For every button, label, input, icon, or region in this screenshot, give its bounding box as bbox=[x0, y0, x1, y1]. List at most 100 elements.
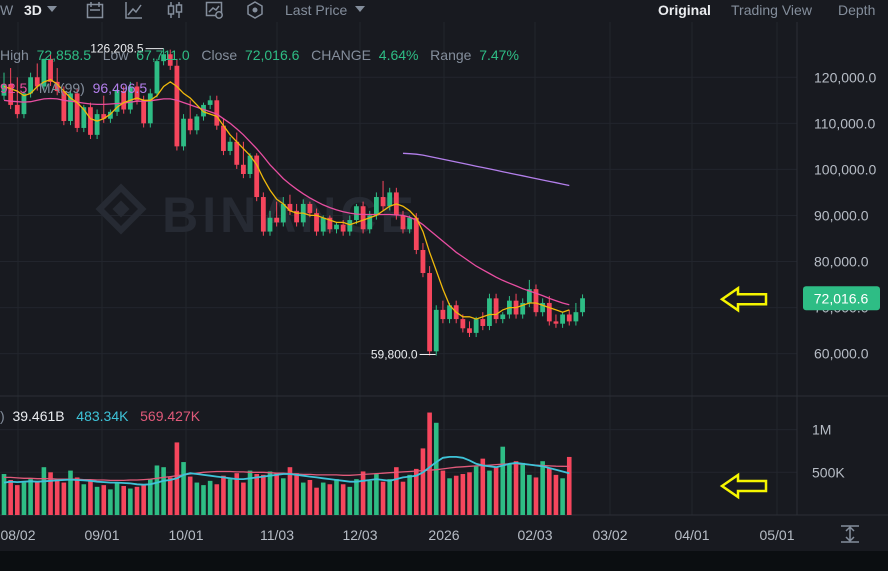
volume-bar bbox=[48, 472, 53, 515]
volume-bar bbox=[94, 486, 100, 515]
candle-body bbox=[267, 217, 273, 232]
volume-bar bbox=[194, 482, 200, 515]
volume-bar bbox=[340, 484, 346, 515]
candle-body bbox=[207, 100, 213, 105]
candle-body bbox=[74, 93, 80, 128]
candle-body bbox=[374, 197, 379, 216]
candle-body bbox=[154, 61, 160, 94]
date-tick-label: 05/01 bbox=[759, 527, 794, 543]
volume-bar bbox=[121, 485, 126, 515]
candle-body bbox=[347, 220, 353, 232]
candle-body bbox=[254, 155, 260, 198]
candle-body bbox=[88, 107, 93, 135]
candle-body bbox=[420, 249, 426, 274]
volume-bar bbox=[167, 477, 173, 515]
volume-bar bbox=[467, 472, 472, 515]
volume-tick-label: 1M bbox=[812, 422, 831, 438]
volume-bar bbox=[154, 465, 160, 515]
volume-bar bbox=[254, 474, 259, 515]
volume-bar bbox=[247, 470, 253, 515]
tab-original[interactable]: Original bbox=[658, 2, 711, 18]
volume-bar bbox=[134, 486, 140, 515]
candle-body bbox=[327, 217, 333, 230]
candle-body bbox=[287, 203, 293, 211]
volume-bar bbox=[54, 479, 60, 515]
candle-body bbox=[94, 114, 100, 135]
candlestick-icon[interactable] bbox=[166, 1, 184, 19]
volume-total: 39.461B bbox=[12, 408, 65, 424]
candle-body bbox=[8, 84, 14, 105]
date-tick-label: 08/02 bbox=[0, 527, 35, 543]
volume-bar bbox=[327, 484, 333, 515]
volume-bar bbox=[487, 470, 492, 515]
dropdown-icon[interactable] bbox=[47, 6, 57, 13]
dropdown-icon[interactable] bbox=[355, 6, 365, 13]
volume-bar bbox=[374, 474, 379, 515]
volume-bar bbox=[433, 422, 439, 515]
candle-body bbox=[427, 273, 432, 352]
ma-lines bbox=[3, 78, 570, 320]
volume-bar bbox=[28, 479, 33, 515]
volume-bar bbox=[15, 485, 20, 515]
price-tick-label: 110,000.0 bbox=[814, 115, 875, 131]
price-type-selector[interactable]: Last Price bbox=[285, 2, 348, 18]
volume-bar bbox=[294, 473, 299, 515]
volume-bar bbox=[207, 480, 213, 515]
tab-trading-view[interactable]: Trading View bbox=[731, 2, 812, 18]
arrow-annotation bbox=[719, 285, 768, 313]
low-value: 67,711.0 bbox=[136, 47, 190, 63]
candle-body bbox=[500, 314, 506, 320]
volume-bar bbox=[148, 479, 153, 515]
volume-bar bbox=[453, 475, 459, 515]
volume-bar bbox=[527, 474, 532, 515]
volume-bar bbox=[460, 474, 466, 515]
volume-ma-lines bbox=[3, 456, 570, 486]
candle-body bbox=[181, 118, 186, 147]
volume-bar bbox=[427, 412, 432, 515]
volume-bar bbox=[520, 462, 525, 515]
interval-cut-label[interactable]: W bbox=[0, 2, 14, 18]
close-value: 72,016.6 bbox=[244, 47, 300, 63]
volume-bar bbox=[187, 476, 193, 515]
volume-bar bbox=[267, 471, 273, 515]
volume-bar bbox=[500, 446, 506, 515]
volume-bar bbox=[566, 456, 572, 515]
volume-bar bbox=[274, 473, 279, 515]
candle-body bbox=[320, 217, 326, 232]
tab-depth[interactable]: Depth bbox=[838, 2, 876, 18]
volume-bar bbox=[108, 489, 113, 515]
candle-body bbox=[68, 93, 73, 122]
candle-body bbox=[127, 86, 133, 110]
candle-body bbox=[520, 302, 526, 315]
indicator-settings-icon[interactable] bbox=[205, 1, 225, 19]
candle-body bbox=[387, 192, 393, 207]
candle-body bbox=[274, 217, 280, 223]
price-tick-label: 90,000.0 bbox=[814, 207, 869, 223]
candle-body bbox=[34, 77, 40, 87]
volume-tick-label: 500K bbox=[812, 464, 845, 480]
calendar-icon[interactable] bbox=[86, 1, 104, 19]
volume-legend: ) 39.461B 483.34K 569.427K bbox=[0, 408, 200, 424]
candle-body bbox=[214, 100, 220, 126]
volume-bar bbox=[354, 479, 359, 515]
volume-bar bbox=[181, 462, 186, 515]
candle-body bbox=[147, 93, 153, 124]
price-tick-label: 60,000.0 bbox=[814, 346, 869, 362]
fit-screen-icon[interactable] bbox=[841, 525, 859, 543]
volume-bar bbox=[261, 474, 266, 515]
candle-body bbox=[260, 197, 266, 232]
candle-body bbox=[221, 125, 226, 151]
volume-bar bbox=[400, 481, 406, 515]
volume-bar bbox=[540, 461, 545, 515]
high-label: High bbox=[0, 47, 29, 63]
ma7-line bbox=[3, 78, 570, 320]
volume-bar bbox=[447, 478, 452, 515]
hexagon-settings-icon[interactable] bbox=[246, 1, 264, 19]
line-chart-icon[interactable] bbox=[125, 1, 143, 19]
ohlc-legend: High 72,858.5 Low 67,711.0 Close 72,016.… bbox=[0, 47, 519, 63]
fit-screen-icon[interactable] bbox=[845, 525, 855, 543]
volume-bar bbox=[21, 482, 27, 515]
interval-selector[interactable]: 3D bbox=[24, 2, 42, 18]
volume-bar bbox=[547, 468, 552, 515]
